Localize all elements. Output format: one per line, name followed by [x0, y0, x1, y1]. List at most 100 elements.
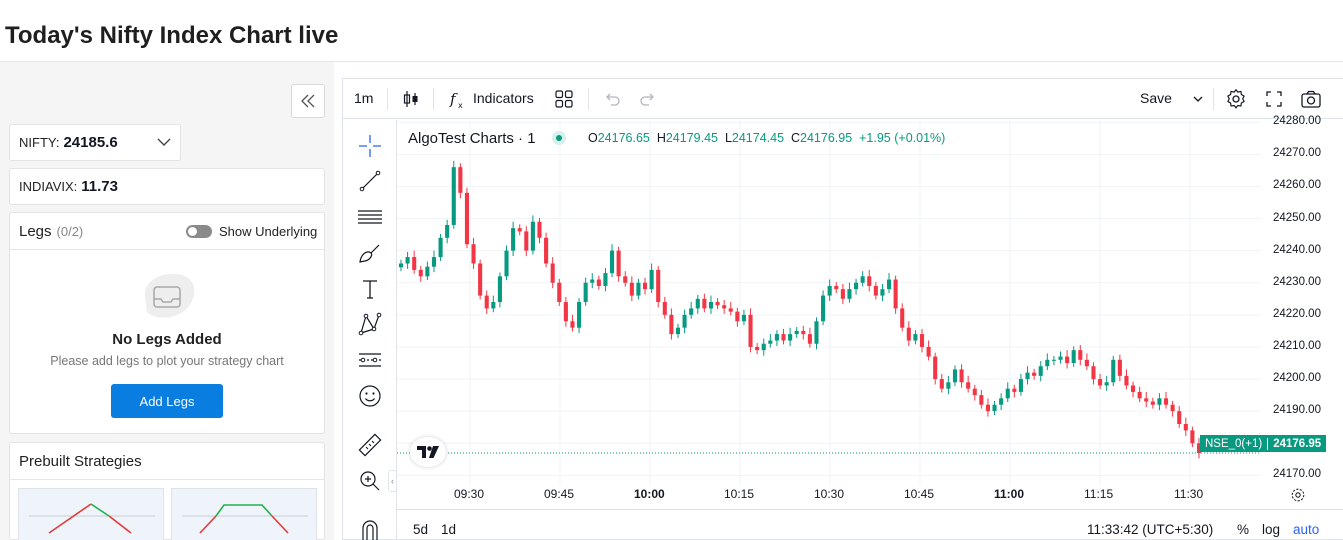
brush-icon[interactable] — [357, 240, 383, 266]
candle — [1051, 355, 1056, 366]
title-divider — [0, 61, 1343, 62]
candle — [471, 237, 476, 269]
candle-body — [1025, 372, 1030, 380]
drawing-toolbar — [343, 120, 397, 540]
candle — [1170, 400, 1175, 417]
prebuilt-strategies-card: Prebuilt Strategies — [9, 442, 325, 540]
candle-body — [398, 263, 404, 268]
candle — [412, 250, 417, 274]
show-underlying-toggle[interactable] — [186, 225, 212, 238]
candlestick-type-icon[interactable] — [400, 88, 422, 110]
collapse-panel-button[interactable] — [291, 84, 325, 118]
candle — [873, 282, 878, 300]
strategy-thumbnail-2[interactable] — [171, 488, 317, 540]
candle-body — [992, 404, 997, 412]
candle-body — [1051, 359, 1056, 361]
add-legs-button[interactable]: Add Legs — [111, 384, 223, 418]
range-1d-button[interactable]: 1d — [441, 522, 457, 537]
drawbar-collapse-handle[interactable]: ‹ — [388, 470, 397, 492]
layout-grid-icon[interactable] — [553, 88, 575, 110]
gear-icon[interactable] — [1225, 88, 1247, 110]
candle-body — [695, 298, 700, 309]
candle — [985, 398, 991, 417]
save-button[interactable]: Save — [1140, 90, 1172, 106]
undo-icon[interactable] — [601, 88, 623, 110]
magnet-icon[interactable] — [357, 516, 383, 540]
auto-scale-button[interactable]: auto — [1293, 522, 1320, 537]
ruler-icon[interactable] — [357, 432, 383, 458]
candle — [1018, 373, 1023, 396]
price-axis[interactable] — [1262, 119, 1343, 485]
clock-timezone[interactable]: 11:33:42 (UTC+5:30) — [1087, 522, 1214, 537]
candle-body — [1144, 398, 1149, 402]
candle — [946, 375, 951, 395]
indicators-button[interactable]: Indicators — [473, 90, 534, 106]
crosshair-icon[interactable] — [357, 133, 383, 159]
candle — [748, 308, 753, 353]
candle — [530, 215, 535, 255]
candle — [1012, 384, 1017, 398]
candle — [478, 259, 483, 300]
y-tick-label: 24170.00 — [1273, 468, 1321, 481]
candle — [933, 352, 938, 385]
candle-body — [972, 388, 977, 396]
trend-line-icon[interactable] — [357, 168, 383, 194]
tradingview-logo[interactable] — [410, 437, 446, 467]
candle-body — [979, 395, 984, 405]
candle — [926, 340, 931, 361]
candle-body — [722, 305, 727, 309]
candle-body — [952, 369, 958, 383]
page-title: Today's Nifty Index Chart live — [5, 22, 339, 49]
camera-icon[interactable] — [1300, 88, 1322, 110]
interval-button[interactable]: 1m — [354, 90, 374, 106]
candle — [886, 273, 892, 294]
candle — [913, 330, 918, 345]
candle — [1144, 391, 1149, 407]
candle — [649, 263, 654, 294]
candle — [821, 290, 826, 326]
candle — [537, 217, 542, 244]
symbol-name: AlgoTest Charts · 1 — [408, 129, 536, 147]
text-tool-icon[interactable] — [357, 276, 383, 302]
range-5d-button[interactable]: 5d — [413, 522, 429, 537]
candle-body — [649, 269, 654, 290]
candle-body — [544, 237, 549, 264]
fullscreen-icon[interactable] — [1263, 88, 1285, 110]
projection-tool-icon[interactable] — [357, 347, 383, 373]
horizontal-lines-icon[interactable] — [357, 204, 383, 230]
emoji-icon[interactable] — [357, 383, 383, 409]
chevron-down-icon[interactable] — [1187, 88, 1209, 110]
candle-body — [1150, 401, 1155, 405]
show-underlying-label: Show Underlying — [219, 224, 318, 239]
candle-body — [926, 346, 931, 357]
candle — [999, 393, 1004, 411]
zoom-in-icon[interactable] — [357, 468, 383, 494]
payoff-chart-icon — [182, 504, 308, 534]
candle — [451, 160, 456, 229]
candle — [774, 330, 779, 346]
double-chevron-left-icon — [301, 94, 315, 108]
candle — [511, 221, 516, 257]
candle-body — [636, 282, 641, 296]
candle-body — [530, 221, 535, 251]
candle — [656, 266, 661, 308]
log-scale-button[interactable]: log — [1262, 522, 1281, 537]
candle-body — [675, 327, 681, 335]
strategy-thumbnail-1[interactable] — [18, 488, 164, 540]
nifty-selector[interactable]: NIFTY: 24185.6 — [9, 124, 181, 161]
percent-scale-button[interactable]: % — [1237, 522, 1250, 537]
candle — [577, 298, 582, 334]
candle-body — [405, 257, 410, 264]
pattern-tool-icon[interactable] — [357, 311, 383, 337]
redo-icon[interactable] — [637, 88, 659, 110]
price-plot[interactable] — [397, 119, 1261, 485]
candle — [1163, 391, 1169, 409]
candle-body — [1117, 359, 1122, 376]
chart-legend[interactable]: AlgoTest Charts · 1 — [408, 129, 566, 147]
candle-body — [517, 228, 522, 232]
indiavix-box: INDIAVIX: 11.73 — [9, 168, 325, 205]
candle-body — [913, 334, 918, 341]
axis-settings-gear-icon[interactable] — [1290, 487, 1306, 503]
candle — [603, 267, 608, 292]
